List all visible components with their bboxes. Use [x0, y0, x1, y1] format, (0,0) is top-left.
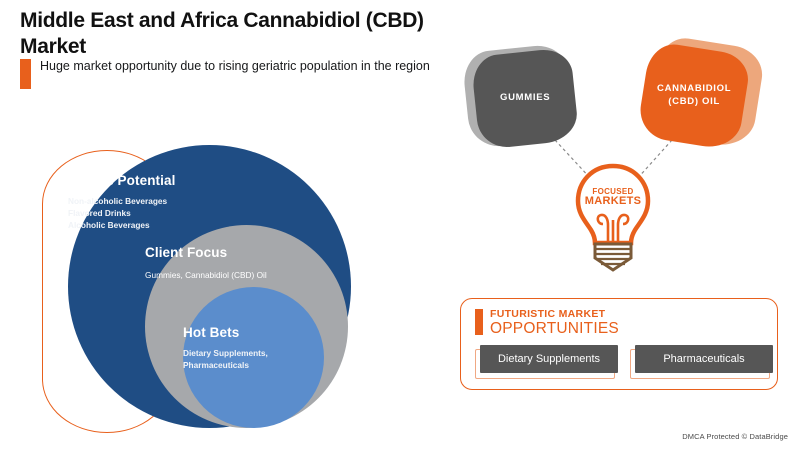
page-title: Middle East and Africa Cannabidiol (CBD)… [20, 9, 424, 58]
client-focus-label-group: Client Focus Gummies, Cannabidiol (CBD) … [145, 245, 348, 281]
accent-bar-icon [475, 309, 483, 335]
chip-dietary-supplements-label: Dietary Supplements [497, 353, 601, 365]
clients-potential-title: Clients Potential [68, 173, 176, 188]
focused-markets-line1: FOCUSED [592, 187, 634, 196]
blob-gummies-label: GUMMIES [499, 92, 551, 104]
opportunities-heading-line2: OPPORTUNITIES [490, 320, 619, 338]
client-focus-title: Client Focus [145, 245, 228, 260]
hot-bets-items: Dietary Supplements, Pharmaceuticals [183, 348, 268, 371]
hot-bets-title: Hot Bets [183, 325, 240, 340]
opportunities-heading-line1: FUTURISTIC MARKET [490, 308, 606, 320]
chip-pharmaceuticals[interactable]: Pharmaceuticals [635, 345, 773, 373]
blob-cannabidiol-oil-label: CANNABIDIOL (CBD) OIL [656, 83, 732, 107]
accent-bar-icon [20, 59, 31, 89]
circle-hot-bets[interactable] [183, 287, 324, 428]
hot-bets-label-group: Hot Bets Dietary Supplements, Pharmaceut… [183, 325, 324, 371]
focused-markets-line2: MARKETS [584, 195, 642, 208]
clients-potential-label-group: Clients Potential Non-alcoholic Beverage… [68, 173, 351, 231]
concentric-circles-diagram: Clients Potential Non-alcoholic Beverage… [35, 145, 380, 440]
footer-copyright: DMCA Protected © DataBridge [682, 432, 788, 441]
clients-potential-items: Non-alcoholic Beverages Flavored Drinks … [68, 196, 168, 231]
opportunity-chip-list: Dietary Supplements Pharmaceuticals [475, 345, 773, 379]
chip-dietary-supplements[interactable]: Dietary Supplements [480, 345, 618, 373]
subtitle-row: Huge market opportunity due to rising ge… [20, 58, 440, 89]
page-subtitle: Huge market opportunity due to rising ge… [40, 59, 430, 73]
blob-gummies[interactable]: GUMMIES [470, 47, 580, 150]
opportunities-heading: FUTURISTIC MARKET OPPORTUNITIES [475, 308, 619, 337]
futuristic-opportunities-panel: FUTURISTIC MARKET OPPORTUNITIES Dietary … [460, 298, 778, 390]
chip-wrap: Dietary Supplements [475, 345, 618, 379]
chip-pharmaceuticals-label: Pharmaceuticals [663, 353, 745, 365]
client-focus-items: Gummies, Cannabidiol (CBD) Oil [145, 270, 267, 280]
blob-cannabidiol-oil[interactable]: CANNABIDIOL (CBD) OIL [636, 40, 752, 152]
focused-markets-diagram: GUMMIES CANNABIDIOL (CBD) OIL FOCUSED MA… [450, 34, 790, 290]
chip-wrap: Pharmaceuticals [630, 345, 773, 379]
lightbulb-icon [575, 163, 651, 272]
focused-markets-label: FOCUSED MARKETS [570, 187, 656, 208]
